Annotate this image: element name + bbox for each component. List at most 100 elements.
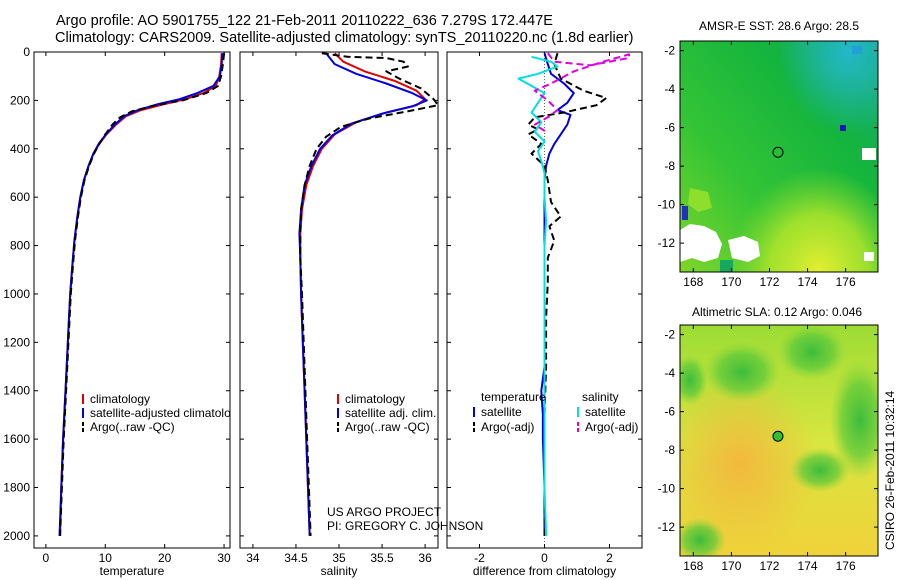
salinity-series-climatology (299, 52, 427, 536)
sla-low-region (704, 342, 780, 402)
y-tick-label: 2000 (3, 529, 30, 543)
sst-missing-area (864, 252, 874, 261)
annotation-pi-gregory-c-johnson: PI: GREGORY C. JOHNSON (327, 519, 483, 533)
sst-map: AMSR-E SST: 28.6 Argo: 28.5 168 170 172 174… (658, 19, 879, 289)
legend-label-argo-adj: Argo(-adj) (481, 420, 534, 434)
map-y-tick-label: -10 (658, 482, 676, 496)
legend-label-argo-raw-qc: Argo(..raw -QC) (345, 420, 430, 434)
y-tick-label: 800 (10, 239, 30, 253)
argo-float-location-marker (772, 430, 784, 442)
map-x-tick-label: 176 (836, 275, 856, 289)
map-y-tick-label: -12 (658, 236, 676, 250)
temperature-series-satellite-adjusted-climatology (58, 53, 224, 536)
sst-patch (682, 206, 688, 220)
map-x-tick-label: 174 (798, 275, 818, 289)
timestamp-stamp: CSIRO 26-Feb-2011 10:32:14 (883, 390, 897, 550)
map-x-tick-label: 176 (836, 559, 856, 573)
sst-patch (852, 46, 862, 54)
map-y-tick-label: -8 (664, 443, 675, 457)
map-y-tick-label: -4 (664, 82, 675, 96)
map-y-tick-label: -8 (664, 159, 675, 173)
sla-low-region (790, 448, 850, 492)
salinity-series-satellite-adj-clim (298, 52, 428, 536)
x-tick-label: 20 (158, 551, 172, 565)
x-tick-label: 10 (99, 551, 113, 565)
sla-low-region (680, 518, 726, 556)
legend-label-satellite: satellite (481, 405, 522, 419)
x-tick-label: 35 (332, 551, 346, 565)
difference-series-temperature-satellite (540, 52, 575, 536)
difference-xlabel: difference from climatology (473, 564, 616, 578)
salinity-profile-plot: 34 34.5 35 35.5 36 salinity climatologysatelli… (239, 51, 483, 578)
x-tick-label: 34.5 (284, 551, 308, 565)
sst-missing-area (862, 148, 876, 160)
temperature-xlabel: temperature (100, 564, 165, 578)
legend-label-satellite-adj-clim: satellite adj. clim. (345, 406, 436, 420)
difference-series-temperature-argo-adj (527, 52, 608, 536)
map-y-tick-label: -6 (664, 405, 675, 419)
x-tick-label: 30 (217, 551, 231, 565)
legend-label-argo-adj: Argo(-adj) (585, 420, 638, 434)
salinity-axes-frame (239, 51, 439, 549)
y-tick-label: 1400 (3, 384, 30, 398)
figure-title-line1: Argo profile: AO 5901755_122 21-Feb-2011… (56, 13, 553, 29)
map-y-tick-label: -4 (664, 366, 675, 380)
difference-series-salinity-satellite (517, 55, 559, 536)
y-tick-label: 1000 (3, 287, 30, 301)
sst-missing-area (728, 236, 760, 262)
sst-missing-area (680, 224, 722, 262)
map-y-tick-label: -10 (658, 198, 676, 212)
map-y-tick-label: -12 (658, 520, 676, 534)
map-x-tick-label: 170 (721, 559, 741, 573)
y-tick-label: 1600 (3, 432, 30, 446)
x-tick-label: 36 (418, 551, 432, 565)
x-tick-label: 35.5 (370, 551, 394, 565)
y-tick-label: 200 (10, 93, 30, 107)
map-y-tick-label: -2 (664, 44, 675, 58)
y-tick-label: 400 (10, 142, 30, 156)
y-tick-label: 600 (10, 190, 30, 204)
temperature-series-climatology (59, 53, 223, 536)
salinity-series-argo-raw-qc (299, 52, 438, 536)
sst_map-frame (679, 40, 879, 273)
legend-label-satellite-adjusted-climatology: satellite-adjusted climatology (90, 406, 243, 420)
figure-title-line2: Climatology: CARS2009. Satellite-adjuste… (55, 30, 633, 46)
x-tick-label: 2 (606, 551, 613, 565)
sla-low-region (680, 355, 708, 405)
argo-float-location-marker (772, 146, 784, 158)
map-x-tick-label: 168 (683, 559, 703, 573)
sla_map-frame (679, 324, 879, 557)
map-x-tick-label: 174 (798, 559, 818, 573)
map-x-tick-label: 172 (759, 275, 779, 289)
sla-low-region (778, 325, 846, 380)
map-y-tick-label: -6 (664, 121, 675, 135)
map-y-tick-label: -2 (664, 328, 675, 342)
y-tick-label: 1200 (3, 335, 30, 349)
x-tick-label: 34 (246, 551, 260, 565)
y-tick-label: 1800 (3, 481, 30, 495)
sla-map-title: Altimetric SLA: 0.12 Argo: 0.046 (692, 305, 862, 319)
x-tick-label: -2 (474, 551, 485, 565)
legend-label-climatology: climatology (345, 392, 405, 406)
legend-header-temperature: temperature (481, 390, 546, 404)
x-tick-label: 0 (43, 551, 50, 565)
x-tick-label: 0 (541, 551, 548, 565)
map-x-tick-label: 172 (759, 559, 779, 573)
legend-label-climatology: climatology (90, 392, 150, 406)
y-tick-label: 0 (23, 45, 30, 59)
legend-label-satellite: satellite (585, 405, 626, 419)
sst-map-title: AMSR-E SST: 28.6 Argo: 28.5 (699, 19, 859, 33)
temperature-profile-plot: 0 10 20 30 temperature 0 200 400 600 800 1000 1200 1… (3, 45, 243, 578)
temperature-series-argo-raw-qc (59, 53, 226, 536)
map-x-tick-label: 168 (683, 275, 703, 289)
difference-series-salinity-argo-adj (533, 52, 630, 133)
temperature-axes-frame (33, 51, 231, 549)
sst-patch (688, 188, 712, 212)
sst-patch (840, 125, 846, 131)
salinity-xlabel: salinity (321, 564, 358, 578)
sla-low-region (830, 360, 878, 480)
annotation-us-argo-project: US ARGO PROJECT (327, 505, 442, 519)
legend-label-argo-raw-qc: Argo(..raw -QC) (90, 420, 175, 434)
